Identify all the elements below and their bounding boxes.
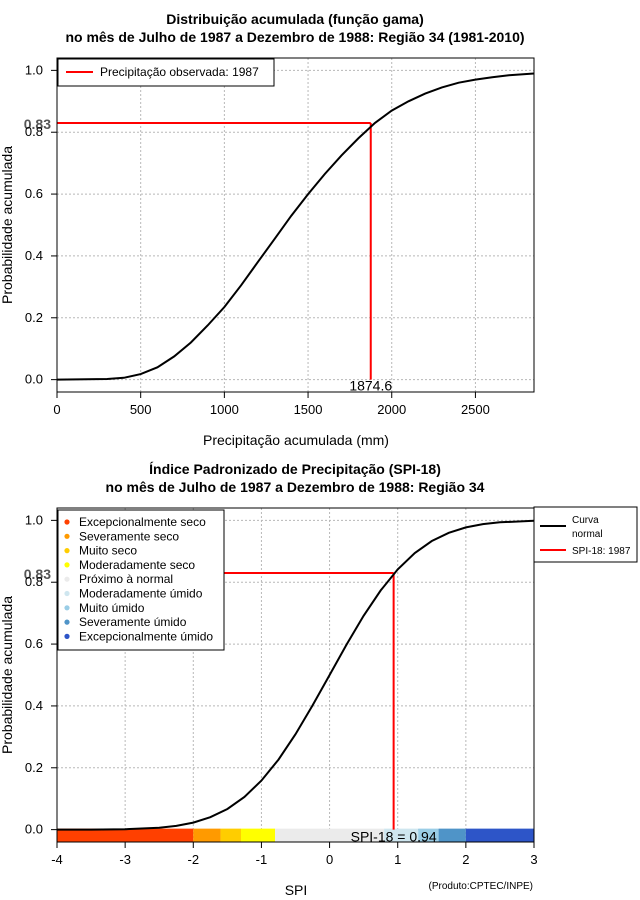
- chart2-legend-box: [57, 509, 225, 651]
- x-tick-label: 3: [530, 852, 537, 867]
- chart2-subtitle: no mês de Julho de 1987 a Dezembro de 19…: [106, 479, 485, 495]
- chart2-curve-line: [57, 519, 535, 831]
- y-tick-label: 0.4: [25, 248, 43, 263]
- chart1-y-axis: 0.0 0.2 0.4 0.6 0.8 1.0: [25, 62, 57, 387]
- chart1-plot-frame: [56, 57, 535, 393]
- legend-entry-label: Muito úmido: [79, 601, 145, 615]
- chart1-legend-label: Precipitação observada: 1987: [100, 65, 259, 79]
- chart2-curve-legend: Curva normal SPI-18: 1987: [533, 506, 638, 563]
- x-tick-label: 2000: [377, 402, 406, 417]
- legend-swatch: [64, 633, 70, 640]
- chart2-legend2-label-normal-2: normal: [572, 529, 603, 540]
- chart1-y-label: Probabilidade acumulada: [0, 146, 15, 304]
- y-tick-label: 0.6: [25, 636, 43, 651]
- x-tick-label: 500: [130, 402, 152, 417]
- y-tick-label: 0.4: [25, 698, 43, 713]
- legend-swatch: [64, 576, 70, 582]
- category-bar-segment: [193, 828, 221, 842]
- chart1-title: Distribuição acumulada (função gama): [166, 11, 424, 27]
- y-tick-label: 0.0: [25, 822, 43, 837]
- category-bar-segment: [240, 828, 276, 842]
- legend-entry-label: Excepcionalmente úmido: [79, 629, 213, 643]
- legend-swatch: [64, 562, 70, 568]
- chart2-y-label: Probabilidade acumulada: [0, 596, 15, 754]
- y-tick-label: 0.8: [25, 124, 43, 139]
- chart2-legend2-label-normal-1: Curva: [572, 515, 599, 526]
- x-tick-label: -2: [188, 852, 200, 867]
- chart2-plot-frame: [56, 507, 535, 843]
- x-tick-label: -1: [256, 852, 268, 867]
- legend-entry-label: Excepcionalmente seco: [79, 515, 206, 529]
- category-bar-segment: [465, 828, 534, 842]
- y-tick-label: 1.0: [25, 512, 43, 527]
- x-tick-label: 0: [326, 852, 333, 867]
- category-bar-segment: [275, 828, 385, 842]
- legend-entry-label: Muito seco: [79, 544, 137, 558]
- legend-swatch: [64, 533, 70, 539]
- chart1-marker: 0.83 1874.6: [24, 116, 393, 394]
- y-tick-label: 0.2: [25, 760, 43, 775]
- chart2-legend2-label-spi: SPI-18: 1987: [572, 546, 631, 557]
- x-tick-label: 1: [394, 852, 401, 867]
- chart-gamma-cdf: Distribuição acumulada (função gama) no …: [0, 11, 535, 448]
- legend-swatch: [64, 548, 70, 554]
- y-tick-label: 0.8: [25, 574, 43, 589]
- chart1-curve-line: [56, 72, 535, 381]
- x-tick-label: 1500: [294, 402, 323, 417]
- marker-y-label: 0.83: [24, 566, 51, 582]
- x-tick-label: 2500: [461, 402, 490, 417]
- chart2-x-axis: -4 -3 -2 -1 0 1 2 3: [51, 842, 538, 867]
- x-tick-label: -3: [119, 852, 131, 867]
- marker-y-label: 0.83: [24, 116, 51, 132]
- marker-x-label: 1874.6: [349, 378, 392, 394]
- marker-x-label: SPI-18 = 0.94: [351, 829, 437, 845]
- chart2-category-bar: [57, 828, 534, 842]
- chart2-x-label: SPI: [285, 882, 308, 898]
- chart1-grid: [56, 58, 534, 392]
- chart1-subtitle: no mês de Julho de 1987 a Dezembro de 19…: [65, 29, 524, 45]
- x-tick-label: 1000: [210, 402, 239, 417]
- y-tick-label: 0.2: [25, 310, 43, 325]
- legend-swatch: [64, 519, 70, 525]
- y-tick-label: 0.6: [25, 186, 43, 201]
- category-bar-segment: [220, 828, 241, 842]
- legend-entry-label: Moderadamente úmido: [79, 587, 203, 601]
- chart1-x-axis: 0 500 1000 1500 2000 2500: [53, 392, 490, 417]
- chart1-legend: Precipitação observada: 1987: [57, 58, 275, 87]
- legend-entry-label: Severamente úmido: [79, 615, 187, 629]
- chart-spi18: Índice Padronizado de Precipitação (SPI-…: [0, 461, 638, 898]
- legend-entry-label: Próximo à normal: [79, 572, 173, 586]
- y-tick-label: 0.0: [25, 372, 43, 387]
- chart2-title: Índice Padronizado de Precipitação (SPI-…: [149, 461, 441, 477]
- y-tick-label: 1.0: [25, 62, 43, 77]
- x-tick-label: -4: [51, 852, 63, 867]
- legend-swatch: [64, 619, 70, 625]
- footer-credit: (Produto:CPTEC/INPE): [429, 881, 533, 892]
- legend-entry-label: Severamente seco: [79, 529, 179, 543]
- legend-swatch: [64, 590, 70, 597]
- chart2-legend2-box: [533, 506, 638, 563]
- legend-swatch: [64, 605, 70, 611]
- chart1-x-label: Precipitação acumulada (mm): [203, 432, 389, 448]
- legend-entry-label: Moderadamente seco: [79, 558, 195, 572]
- chart1-legend-box: [57, 58, 275, 87]
- category-bar-segment: [438, 828, 466, 842]
- category-bar-segment: [384, 828, 419, 842]
- category-bar-segment: [418, 828, 439, 842]
- x-tick-label: 0: [53, 402, 60, 417]
- category-bar-segment: [57, 828, 194, 842]
- x-tick-label: 2: [462, 852, 469, 867]
- chart2-y-axis: 0.0 0.2 0.4 0.6 0.8 1.0: [25, 512, 57, 837]
